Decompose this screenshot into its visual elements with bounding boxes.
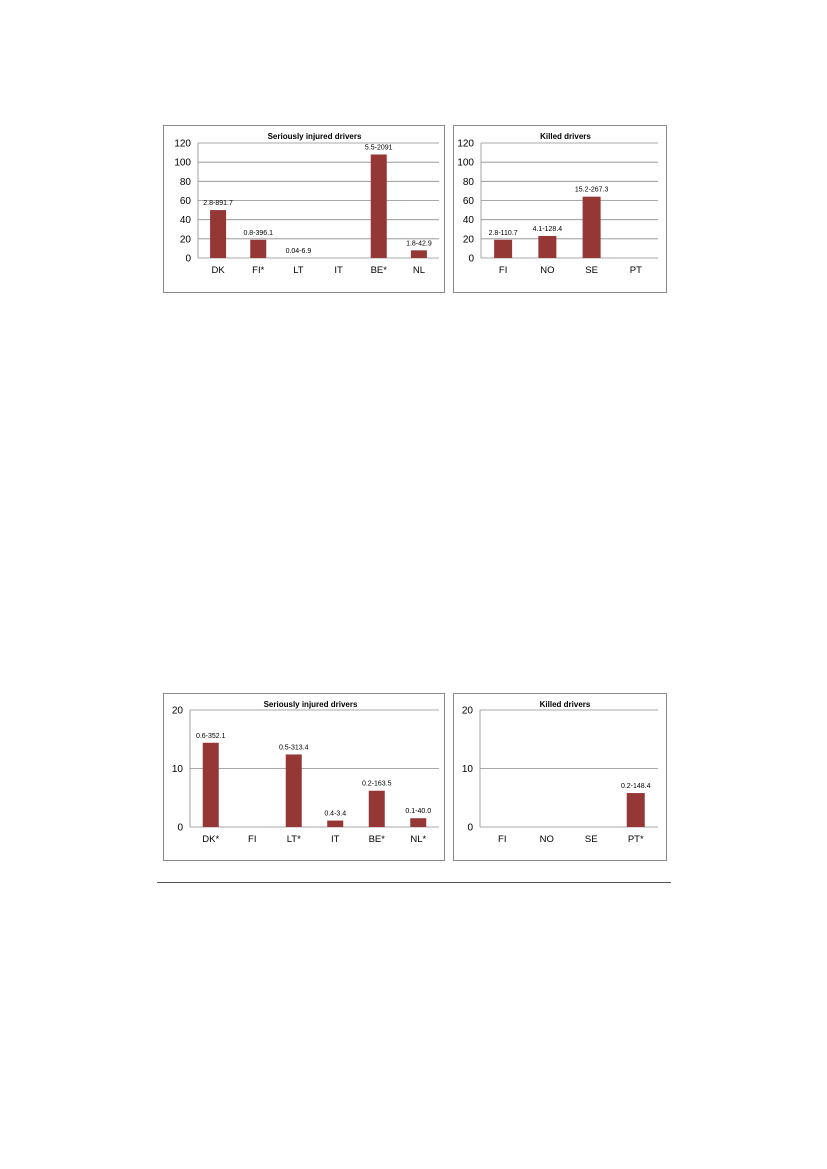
y-tick-label: 120	[174, 139, 191, 150]
x-category-label: BE*	[371, 265, 388, 276]
y-tick-label: 120	[457, 139, 474, 150]
bar	[368, 790, 385, 827]
chart-panel-4: Killed drivers 0 10 20 FI NO SE 0.2-148.4 PT*	[453, 693, 667, 861]
x-category-label: NO	[540, 834, 554, 845]
y-tick-label: 60	[180, 196, 192, 207]
x-category-label: PT*	[628, 834, 644, 845]
x-category-label: SE	[585, 834, 598, 845]
data-label: 4.1-128.4	[533, 226, 563, 233]
y-tick-label: 80	[463, 177, 475, 188]
chart-panel-2: Killed drivers 0 20 40 60 80 100 120 2.8-110.7 FI…	[453, 125, 667, 293]
y-tick-label: 20	[462, 706, 474, 717]
y-tick-label: 20	[463, 234, 475, 245]
bar	[410, 818, 427, 827]
bar	[538, 235, 557, 258]
chart-title: Killed drivers	[540, 700, 591, 709]
x-category-label: BE*	[369, 834, 386, 845]
chart-3-svg: Seriously injured drivers 0 10 20 0.6-352.1 D…	[172, 700, 439, 845]
bar	[327, 820, 344, 827]
x-category-label: NO	[540, 265, 554, 276]
data-label: 0.2-148.4	[621, 783, 651, 790]
data-label: 2.8-110.7	[489, 230, 518, 237]
x-category-label: FI*	[252, 265, 264, 276]
x-category-label: SE	[585, 265, 598, 276]
x-category-label: IT	[331, 834, 340, 845]
x-category-label: FI	[248, 834, 256, 845]
chart-panel-3: Seriously injured drivers 0 10 20 0.6-352.1 D…	[163, 693, 445, 861]
x-category-label: NL*	[410, 834, 426, 845]
y-tick-label: 0	[467, 823, 473, 834]
bar	[626, 793, 645, 827]
x-category-label: IT	[334, 265, 343, 276]
x-category-label: DK	[211, 265, 225, 276]
y-tick-label: 40	[463, 215, 475, 226]
y-tick-label: 10	[462, 764, 474, 775]
bar	[202, 742, 219, 827]
data-label: 0.8-396.1	[243, 230, 273, 237]
data-label: 0.1-40.0	[405, 808, 431, 815]
bar	[210, 210, 227, 258]
data-label: 1.8-42.9	[406, 240, 432, 247]
y-tick-label: 20	[172, 706, 184, 717]
data-label: 0.5-313.4	[279, 744, 309, 751]
data-label: 0.04-6.9	[286, 248, 312, 255]
data-label: 15.2-267.3	[575, 187, 609, 194]
data-label: 0.6-352.1	[196, 733, 226, 740]
x-category-label: FI	[498, 834, 506, 845]
y-tick-label: 0	[177, 823, 183, 834]
y-tick-label: 100	[174, 158, 191, 169]
x-category-label: PT	[630, 265, 642, 276]
chart-title: Seriously injured drivers	[264, 700, 358, 709]
bar	[582, 196, 601, 258]
y-tick-label: 100	[457, 158, 474, 169]
y-tick-label: 40	[180, 215, 192, 226]
chart-4-svg: Killed drivers 0 10 20 FI NO SE 0.2-148.4 PT*	[462, 700, 658, 845]
data-label: 0.2-163.5	[362, 781, 392, 788]
data-label: 0.4-3.4	[324, 811, 346, 818]
bar	[410, 250, 427, 258]
chart-panel-1: Seriously injured drivers 0 20 40 60 80 100 120…	[163, 125, 445, 293]
chart-1-svg: Seriously injured drivers 0 20 40 60 80 100 120…	[174, 132, 439, 276]
x-category-label: LT	[293, 265, 304, 276]
x-category-label: NL	[413, 265, 425, 276]
data-label: 5.5-2091	[365, 145, 393, 152]
y-tick-label: 60	[463, 196, 475, 207]
y-tick-label: 80	[180, 177, 192, 188]
y-tick-label: 0	[468, 254, 474, 265]
bar	[494, 239, 513, 258]
x-category-label: LT*	[287, 834, 301, 845]
y-tick-label: 0	[185, 254, 191, 265]
y-tick-label: 10	[172, 764, 184, 775]
page-divider-line	[157, 882, 671, 883]
y-tick-label: 20	[180, 234, 192, 245]
bar	[285, 754, 302, 827]
chart-title: Seriously injured drivers	[268, 132, 362, 141]
data-label: 2.8-891.7	[203, 200, 233, 207]
x-category-label: DK*	[202, 834, 219, 845]
bar	[370, 154, 387, 258]
chart-2-svg: Killed drivers 0 20 40 60 80 100 120 2.8-110.7 FI…	[457, 132, 658, 276]
bar	[250, 239, 267, 258]
chart-title: Killed drivers	[540, 132, 591, 141]
x-category-label: FI	[499, 265, 507, 276]
